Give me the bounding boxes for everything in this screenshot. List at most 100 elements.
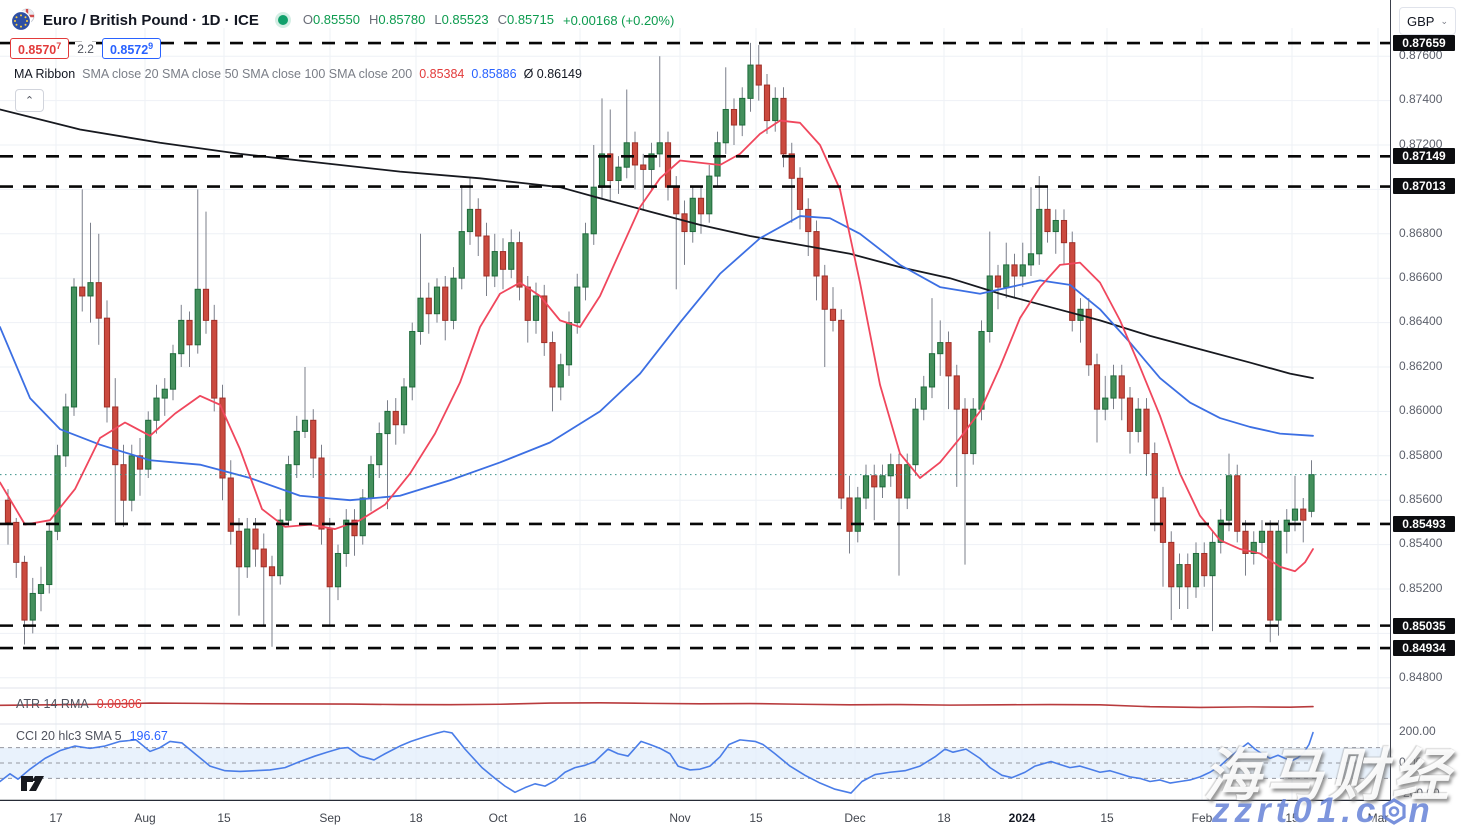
candle-up <box>623 142 630 168</box>
time-axis[interactable]: 17 Aug 15 Sep 18 Oct 16 Nov 15 Dec 18 2024 15 Feb 15 Ma… <box>0 801 1461 834</box>
candle-down <box>1085 308 1092 366</box>
candle-up <box>574 286 581 324</box>
chevron-down-icon: ⌄ <box>1440 15 1448 26</box>
collapse-panel-button[interactable]: ⌃ <box>15 89 44 112</box>
candle-down <box>524 286 531 321</box>
candle-up <box>1110 375 1117 399</box>
time-axis-label: 17 <box>49 811 63 825</box>
candle-up <box>1250 541 1257 554</box>
candle-up <box>879 475 886 488</box>
ma-ribbon-legend[interactable]: MA Ribbon SMA close 20 SMA close 50 SMA … <box>14 67 582 81</box>
candle-up <box>466 208 474 233</box>
cci-value: 196.67 <box>129 729 168 743</box>
cci-indicator-legend[interactable]: CCI 20 hlc3 SMA 5 196.67 <box>16 729 168 743</box>
time-axis-label: 15 <box>217 811 231 825</box>
candle-up <box>334 552 342 588</box>
time-axis-label: Dec <box>844 811 866 825</box>
candle-up <box>301 419 309 432</box>
price-axis[interactable]: GBP ⌄ 0.87600 0.87400 0.87200 0.86800 0.8660… <box>1390 0 1461 834</box>
ohlc-readout: O0.85550 H0.85780 L0.85523 C0.85715 +0.0… <box>303 11 674 29</box>
candle-up <box>145 419 152 470</box>
currency-selector-button[interactable]: GBP ⌄ <box>1399 7 1456 35</box>
hexagon-icon <box>1382 798 1407 825</box>
candle-down <box>4 499 12 523</box>
candle-up <box>1036 208 1043 255</box>
candle-down <box>1118 375 1125 399</box>
price-level-badge: 0.84934 <box>1393 640 1455 656</box>
time-axis-label: Sep <box>319 811 341 825</box>
price-axis-label: 0.85200 <box>1399 581 1443 595</box>
candle-down <box>235 530 243 568</box>
time-axis-label: 15 <box>1100 811 1114 825</box>
candle-down <box>326 528 333 588</box>
candle-up <box>87 282 94 297</box>
candle-up <box>1258 530 1266 543</box>
candle-down <box>673 186 680 215</box>
candle-up <box>194 288 201 346</box>
candle-up <box>978 330 985 410</box>
buy-price-tag[interactable]: 0.85729 <box>101 38 162 60</box>
candle-up <box>508 242 515 270</box>
candle-down <box>310 419 317 459</box>
candle-up <box>1003 264 1010 288</box>
candle-down <box>79 286 86 297</box>
symbol-title[interactable]: Euro / British Pound · 1D · ICE <box>43 11 259 29</box>
low-label: L <box>434 12 442 27</box>
candle-down <box>1069 242 1076 321</box>
watermark-domain-prefix: zzrt01.c <box>1212 791 1381 830</box>
candle-down <box>120 464 127 501</box>
low-value: 0.85523 <box>441 12 489 27</box>
sell-price-tag[interactable]: 0.85707 <box>10 38 70 60</box>
candle-down <box>1184 564 1191 588</box>
candle-up <box>739 97 746 126</box>
candle-down <box>442 286 449 321</box>
candle-up <box>970 408 977 455</box>
price-axis-label: 0.86000 <box>1399 403 1443 417</box>
candle-up <box>722 108 729 144</box>
candle-down <box>1044 208 1051 233</box>
candle-down <box>136 455 144 470</box>
candle-up <box>557 364 564 388</box>
candle-up <box>491 251 498 277</box>
price-axis-label: 0.87400 <box>1399 92 1443 106</box>
candle-up <box>1275 530 1282 621</box>
candle-up <box>689 197 696 233</box>
time-axis-label: Aug <box>134 811 156 825</box>
currency-label: GBP <box>1406 13 1435 29</box>
tradingview-logo[interactable] <box>20 771 50 795</box>
change-value: +0.00168 (+0.20%) <box>562 12 675 28</box>
candle-down <box>788 153 795 179</box>
atr-value: 0.00306 <box>96 697 142 711</box>
candle-up <box>648 153 655 170</box>
price-level-badge: 0.87013 <box>1393 178 1455 194</box>
time-axis-label: Feb <box>1191 811 1213 825</box>
candle-down <box>730 108 738 126</box>
candle-up <box>376 433 383 466</box>
candle-down <box>829 308 837 321</box>
candle-up <box>244 528 251 568</box>
candle-down <box>211 319 218 399</box>
candle-down <box>549 342 556 388</box>
atr-indicator-legend[interactable]: ATR 14 RMA 0.00306 <box>16 697 142 711</box>
candle-down <box>945 342 952 377</box>
time-axis-label: 15 <box>749 811 763 825</box>
cci-axis-label: 200.00 <box>1399 724 1436 738</box>
candle-up <box>46 530 53 586</box>
candle-down <box>813 231 820 277</box>
candle-down <box>21 561 28 621</box>
candle-up <box>1102 397 1109 410</box>
sma-200-line <box>0 108 1314 380</box>
candle-down <box>202 288 210 321</box>
candle-up <box>1192 552 1200 588</box>
time-axis-label: 18 <box>937 811 951 825</box>
candle-up <box>54 455 61 532</box>
candle-down <box>1151 453 1158 499</box>
candle-up <box>1308 474 1315 512</box>
candle-down <box>103 317 111 408</box>
market-status-dot[interactable] <box>277 15 288 25</box>
candle-up <box>400 386 408 426</box>
candle-up <box>590 186 597 235</box>
sma-100-line <box>0 215 1314 502</box>
candle-up <box>1176 564 1183 588</box>
